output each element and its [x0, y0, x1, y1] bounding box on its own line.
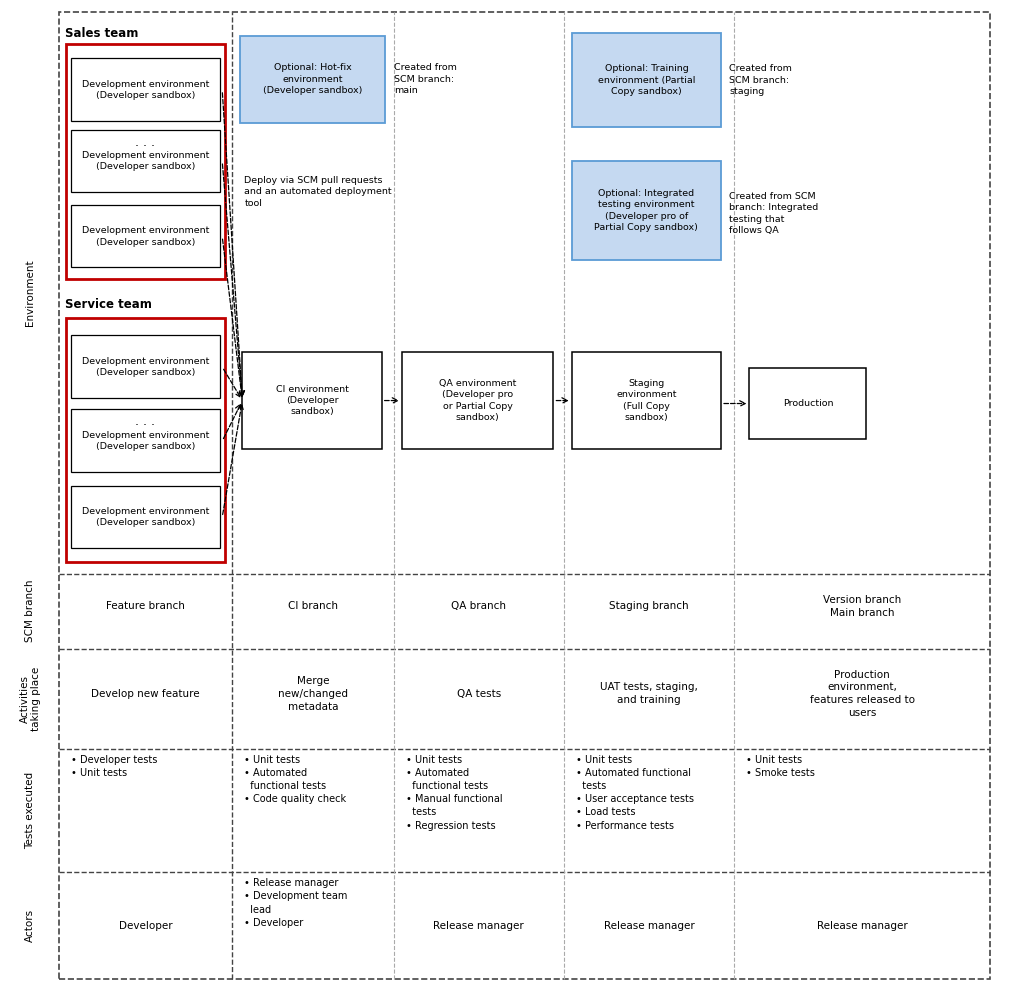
Text: Developer: Developer: [118, 921, 173, 931]
Text: Development environment
(Developer sandbox): Development environment (Developer sandb…: [82, 151, 209, 171]
Text: Development environment
(Developer sandbox): Development environment (Developer sandb…: [82, 357, 209, 377]
Bar: [71, 58, 220, 121]
Bar: [66, 318, 225, 562]
Bar: [572, 33, 721, 127]
Text: UAT tests, staging,
and training: UAT tests, staging, and training: [600, 682, 698, 705]
Text: Activities
taking place: Activities taking place: [19, 667, 41, 731]
Text: Development environment
(Developer sandbox): Development environment (Developer sandb…: [82, 226, 209, 246]
Text: · · ·: · · ·: [135, 139, 156, 153]
Bar: [71, 335, 220, 398]
Bar: [71, 130, 220, 192]
Text: Tests executed: Tests executed: [25, 772, 35, 849]
Text: Production
environment,
features released to
users: Production environment, features release…: [810, 670, 914, 718]
Bar: [242, 352, 382, 449]
Text: • Unit tests
• Automated
  functional tests
• Manual functional
  tests
• Regres: • Unit tests • Automated functional test…: [406, 755, 503, 831]
Text: • Developer tests
• Unit tests: • Developer tests • Unit tests: [71, 755, 158, 777]
Text: Development environment
(Developer sandbox): Development environment (Developer sandb…: [82, 507, 209, 527]
Text: Staging
environment
(Full Copy
sandbox): Staging environment (Full Copy sandbox): [616, 379, 677, 422]
Text: Version branch
Main branch: Version branch Main branch: [823, 594, 901, 618]
Text: Created from
SCM branch:
staging: Created from SCM branch: staging: [729, 64, 792, 96]
Text: Release manager: Release manager: [433, 921, 524, 931]
Text: Development environment
(Developer sandbox): Development environment (Developer sandb…: [82, 431, 209, 451]
Bar: [240, 36, 385, 123]
Text: · · ·: · · ·: [135, 418, 156, 432]
Text: Release manager: Release manager: [604, 921, 694, 931]
Bar: [402, 352, 553, 449]
Bar: [66, 44, 225, 279]
Text: Environment: Environment: [25, 259, 35, 326]
Bar: [71, 205, 220, 267]
Text: Optional: Training
environment (Partial
Copy sandbox): Optional: Training environment (Partial …: [598, 64, 695, 96]
Text: • Unit tests
• Automated
  functional tests
• Code quality check: • Unit tests • Automated functional test…: [244, 755, 346, 804]
Text: • Unit tests
• Smoke tests: • Unit tests • Smoke tests: [746, 755, 815, 777]
Text: Service team: Service team: [65, 298, 152, 312]
Bar: [572, 352, 721, 449]
Bar: [71, 486, 220, 548]
Text: CI branch: CI branch: [288, 601, 338, 611]
Text: • Release manager
• Development team
  lead
• Developer: • Release manager • Development team lea…: [244, 878, 347, 928]
Text: Release manager: Release manager: [817, 921, 907, 931]
Bar: [572, 161, 721, 260]
Text: Staging branch: Staging branch: [609, 601, 689, 611]
Text: Actors: Actors: [25, 909, 35, 943]
Bar: [749, 368, 866, 439]
Text: QA branch: QA branch: [451, 601, 506, 611]
Text: Created from SCM
branch: Integrated
testing that
follows QA: Created from SCM branch: Integrated test…: [729, 192, 818, 235]
Text: Feature branch: Feature branch: [106, 601, 185, 611]
Text: Deploy via SCM pull requests
and an automated deployment
tool: Deploy via SCM pull requests and an auto…: [244, 176, 392, 208]
Text: CI environment
(Developer
sandbox): CI environment (Developer sandbox): [276, 385, 348, 416]
Text: • Unit tests
• Automated functional
  tests
• User acceptance tests
• Load tests: • Unit tests • Automated functional test…: [576, 755, 694, 831]
Text: Optional: Integrated
testing environment
(Developer pro of
Partial Copy sandbox): Optional: Integrated testing environment…: [595, 189, 698, 232]
Text: Optional: Hot-fix
environment
(Developer sandbox): Optional: Hot-fix environment (Developer…: [264, 63, 363, 95]
Text: Production: Production: [783, 399, 833, 408]
Bar: [71, 409, 220, 472]
Text: Merge
new/changed
metadata: Merge new/changed metadata: [278, 676, 348, 711]
Text: Created from
SCM branch:
main: Created from SCM branch: main: [394, 63, 457, 95]
Text: Sales team: Sales team: [65, 27, 138, 41]
Text: Development environment
(Developer sandbox): Development environment (Developer sandb…: [82, 80, 209, 100]
Text: SCM branch: SCM branch: [25, 580, 35, 643]
Text: QA tests: QA tests: [457, 688, 501, 699]
Text: QA environment
(Developer pro
or Partial Copy
sandbox): QA environment (Developer pro or Partial…: [439, 379, 516, 422]
Text: Develop new feature: Develop new feature: [91, 688, 200, 699]
